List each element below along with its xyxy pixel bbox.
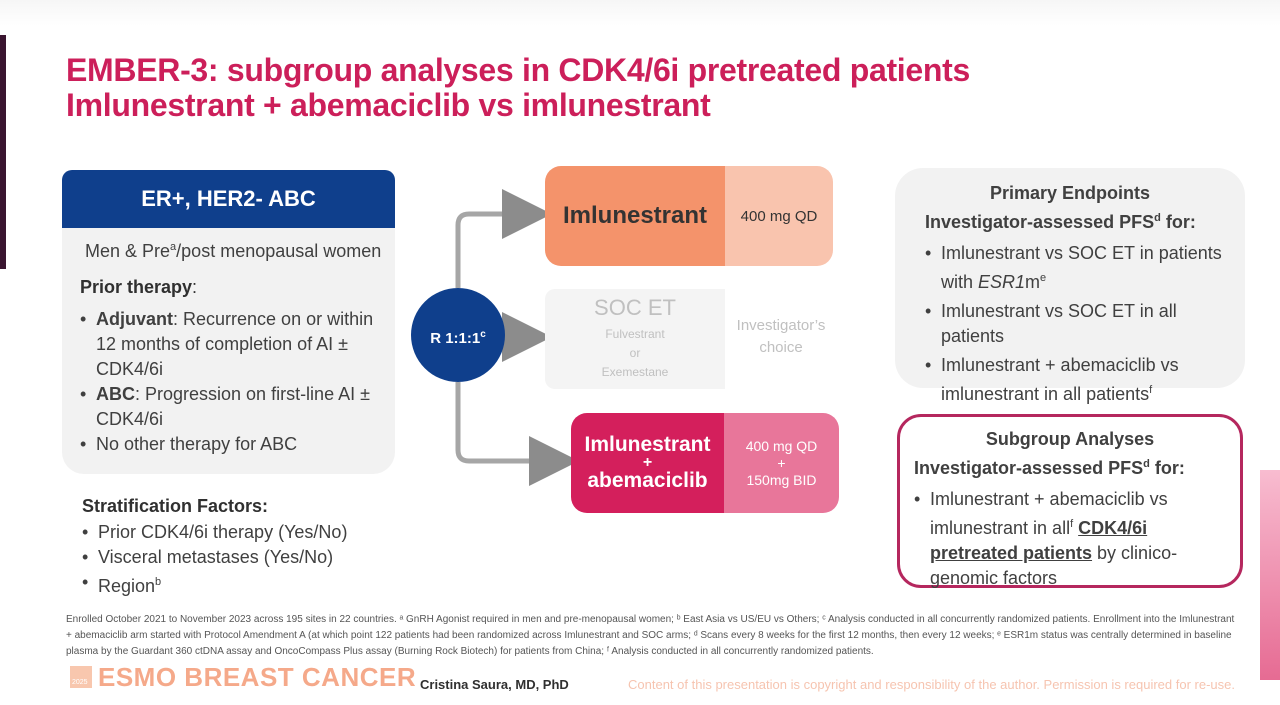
esmo-logo-year: 2025 xyxy=(72,679,88,686)
subtitle-text: Men & Pre xyxy=(85,241,171,261)
arrow-to-arm1 xyxy=(455,189,552,288)
arm-name: Imlunestrant xyxy=(584,433,711,456)
item-text: No other therapy for ABC xyxy=(96,434,298,454)
choice-text: Investigator’s xyxy=(736,317,826,334)
population-subtitle: Men & Prea/post menopausal women xyxy=(85,241,381,262)
sub-text-end: for: xyxy=(1160,212,1196,232)
footnote-mark: b xyxy=(155,576,162,588)
list-item: ABC: Progression on first-line AI ± CDK4… xyxy=(80,382,380,432)
subgroup-analyses-list: Imlunestrant + abemaciclib vs imlunestra… xyxy=(914,487,1224,591)
footnote-mark: a xyxy=(170,241,177,253)
list-item: Visceral metastases (Yes/No) xyxy=(82,545,347,570)
subgroup-analyses-subheading: Investigator-assessed PFSd for: xyxy=(914,458,1185,479)
list-item: No other therapy for ABC xyxy=(80,432,380,457)
arm-imlunestrant: Imlunestrant xyxy=(545,166,725,266)
item-text: Imlunestrant + abemaciclib vs imlunestra… xyxy=(941,355,1179,404)
esmo-logo-mark xyxy=(70,666,92,688)
list-item: Prior CDK4/6i therapy (Yes/No) xyxy=(82,520,347,545)
footnote-mark: f xyxy=(1070,518,1074,530)
choice-text: choice xyxy=(759,339,803,356)
sub-text-end: for: xyxy=(1149,458,1185,478)
primary-endpoints-heading: Primary Endpoints xyxy=(989,183,1151,203)
author-name: Cristina Saura, MD, PhD xyxy=(420,677,569,692)
randomization-label: R 1:1:1 xyxy=(430,330,481,347)
soc-et-title: SOC ET xyxy=(594,295,676,320)
footnote-mark: e xyxy=(1040,272,1047,284)
item-text: : Progression on first-line AI ± CDK4/6i xyxy=(96,384,370,429)
footnote-mark: d xyxy=(1154,212,1161,224)
primary-endpoints-list: Imlunestrant vs SOC ET in patients with … xyxy=(925,241,1235,411)
footnote-mark: d xyxy=(1143,458,1150,470)
item-text: Imlunestrant vs SOC ET in patients with xyxy=(941,243,1222,292)
primary-endpoints-subheading: Investigator-assessed PFSd for: xyxy=(925,212,1196,233)
population-header: ER+, HER2- ABC xyxy=(62,170,395,228)
left-edge-bar xyxy=(0,35,6,269)
option-text: or xyxy=(629,346,641,360)
footnote: Enrolled October 2021 to November 2023 a… xyxy=(66,614,1235,657)
list-item: Imlunestrant + abemaciclib vs imlunestra… xyxy=(925,353,1235,407)
soc-et-options: Fulvestrant or Exemestane xyxy=(545,325,725,382)
top-band xyxy=(0,0,1280,26)
list-item: Regionb xyxy=(82,570,347,599)
prior-heading-text: Prior therapy xyxy=(80,277,193,297)
subtitle-text-end: /post menopausal women xyxy=(176,241,382,261)
prior-therapy-heading: Prior therapy: xyxy=(80,277,197,298)
footnote-mark: f xyxy=(1149,384,1153,396)
item-bold: ABC xyxy=(96,384,135,404)
copyright-notice: Content of this presentation is copyrigh… xyxy=(628,677,1235,692)
footnote-mark: c xyxy=(480,329,486,340)
item-text-end: by clinico-genomic factors xyxy=(930,543,1178,588)
plus-sign: + xyxy=(777,455,786,471)
item-text: Imlunestrant + abemaciclib vs imlunestra… xyxy=(930,489,1168,538)
list-item: Adjuvant: Recurrence on or within 12 mon… xyxy=(80,307,380,382)
item-italic: ESR1 xyxy=(978,272,1026,292)
stratification-heading: Stratification Factors: xyxy=(82,496,269,516)
arm-imlunestrant-dose: 400 mg QD xyxy=(725,166,833,266)
randomization-circle: R 1:1:1c xyxy=(411,288,505,382)
item-text-m: m xyxy=(1025,272,1041,292)
sub-text: Investigator-assessed PFS xyxy=(914,458,1144,478)
list-item: Imlunestrant + abemaciclib vs imlunestra… xyxy=(914,487,1224,591)
prior-heading-colon: : xyxy=(192,277,198,297)
arm-soc-et: SOC ET Fulvestrant or Exemestane xyxy=(545,289,725,389)
item-bold-underline: CDK4/6i pretreated patients xyxy=(930,518,1148,563)
investigator-choice: Investigator’s choice xyxy=(725,315,837,359)
stratification-list: Prior CDK4/6i therapy (Yes/No) Visceral … xyxy=(82,520,347,599)
dose-text: 400 mg QD xyxy=(745,438,818,454)
option-text: Exemestane xyxy=(601,365,669,379)
slide-title: EMBER-3: subgroup analyses in CDK4/6i pr… xyxy=(66,53,970,123)
option-text: Fulvestrant xyxy=(605,327,665,341)
title-line-1: EMBER-3: subgroup analyses in CDK4/6i pr… xyxy=(66,52,970,88)
sub-text: Investigator-assessed PFS xyxy=(925,212,1155,232)
arm-combination: Imlunestrant + abemaciclib xyxy=(571,413,724,513)
item-bold: Adjuvant xyxy=(96,309,174,329)
item-text: : Recurrence on or within 12 months of c… xyxy=(96,309,374,379)
esmo-logo: ESMO BREAST CANCER xyxy=(98,662,417,692)
list-item: Imlunestrant vs SOC ET in all patients xyxy=(925,299,1235,349)
list-item: Imlunestrant vs SOC ET in patients with … xyxy=(925,241,1235,295)
item-text: Region xyxy=(98,576,156,596)
subgroup-analyses-heading: Subgroup Analyses xyxy=(985,429,1155,449)
arm-combination-dose: 400 mg QD + 150mg BID xyxy=(724,413,839,513)
arrow-to-arm3 xyxy=(455,382,579,486)
title-line-2: Imlunestrant + abemaciclib vs imlunestra… xyxy=(66,87,711,123)
prior-therapy-list: Adjuvant: Recurrence on or within 12 mon… xyxy=(80,307,380,457)
arm-name: abemaciclib xyxy=(587,469,708,492)
dose-text: 150mg BID xyxy=(746,472,817,488)
pink-edge-decoration xyxy=(1260,470,1280,680)
plus-sign: + xyxy=(642,454,653,471)
